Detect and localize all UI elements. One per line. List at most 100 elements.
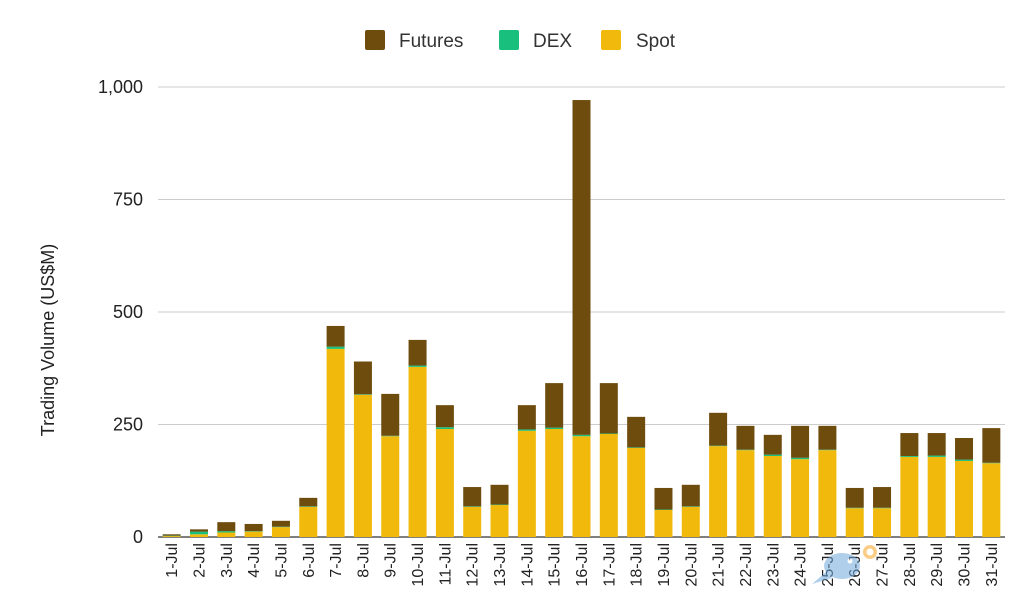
bar-spot-31-jul[interactable] bbox=[982, 463, 1001, 537]
bar-spot-12-jul[interactable] bbox=[463, 506, 482, 537]
legend-swatch-futures bbox=[365, 30, 385, 50]
coin-center-icon bbox=[866, 548, 874, 556]
bar-spot-2-jul[interactable] bbox=[189, 534, 208, 537]
bar-spot-6-jul[interactable] bbox=[299, 506, 318, 537]
bar-spot-17-jul[interactable] bbox=[599, 433, 618, 537]
bar-dex-23-jul[interactable] bbox=[763, 454, 782, 456]
y-axis-tick-labels: 0 250 500 750 1,000 bbox=[98, 77, 143, 547]
legend-swatch-spot bbox=[601, 30, 621, 50]
bar-spot-25-jul[interactable] bbox=[818, 450, 837, 537]
y-tick-label: 0 bbox=[133, 527, 143, 547]
bar-futures-9-jul[interactable] bbox=[381, 393, 400, 436]
bar-futures-3-jul[interactable] bbox=[217, 522, 236, 532]
bar-futures-16-jul[interactable] bbox=[572, 100, 591, 435]
bar-futures-15-jul[interactable] bbox=[545, 383, 564, 428]
bar-spot-19-jul[interactable] bbox=[654, 510, 673, 537]
legend-item-futures[interactable]: Futures bbox=[365, 30, 463, 52]
x-tick-label: 17-Jul bbox=[601, 543, 618, 587]
bar-spot-10-jul[interactable] bbox=[408, 366, 427, 537]
bar-futures-12-jul[interactable] bbox=[463, 487, 482, 507]
bar-dex-10-jul[interactable] bbox=[408, 365, 427, 367]
bar-spot-7-jul[interactable] bbox=[326, 348, 345, 537]
bar-dex-28-jul[interactable] bbox=[900, 456, 919, 457]
bar-futures-31-jul[interactable] bbox=[982, 428, 1001, 463]
bar-futures-7-jul[interactable] bbox=[326, 325, 345, 347]
bar-dex-11-jul[interactable] bbox=[435, 427, 454, 429]
x-tick-label: 31-Jul bbox=[984, 543, 1001, 587]
bird-eye-icon bbox=[847, 558, 853, 564]
bar-spot-30-jul[interactable] bbox=[955, 460, 974, 537]
bar-spot-18-jul[interactable] bbox=[627, 447, 646, 537]
bar-dex-14-jul[interactable] bbox=[517, 429, 536, 431]
bar-futures-29-jul[interactable] bbox=[927, 433, 946, 456]
bar-spot-11-jul[interactable] bbox=[435, 429, 454, 537]
bar-futures-2-jul[interactable] bbox=[189, 529, 208, 532]
bird-tail-icon bbox=[812, 572, 832, 584]
bar-dex-29-jul[interactable] bbox=[927, 455, 946, 457]
bar-spot-23-jul[interactable] bbox=[763, 456, 782, 537]
bar-spot-5-jul[interactable] bbox=[271, 527, 290, 537]
bar-futures-21-jul[interactable] bbox=[709, 412, 728, 446]
bar-spot-20-jul[interactable] bbox=[681, 506, 700, 537]
bar-futures-24-jul[interactable] bbox=[791, 425, 810, 458]
bar-futures-23-jul[interactable] bbox=[763, 434, 782, 455]
bar-futures-4-jul[interactable] bbox=[244, 523, 263, 532]
x-tick-label: 23-Jul bbox=[765, 543, 782, 587]
y-tick-label: 500 bbox=[113, 302, 143, 322]
bar-dex-3-jul[interactable] bbox=[217, 531, 236, 533]
bar-spot-22-jul[interactable] bbox=[736, 450, 755, 537]
bar-spot-28-jul[interactable] bbox=[900, 456, 919, 537]
bar-spot-16-jul[interactable] bbox=[572, 436, 591, 537]
bar-spot-27-jul[interactable] bbox=[873, 508, 892, 537]
bar-spot-26-jul[interactable] bbox=[845, 508, 864, 537]
bar-spot-13-jul[interactable] bbox=[490, 505, 509, 537]
bar-dex-24-jul[interactable] bbox=[791, 457, 810, 460]
bar-dex-16-jul[interactable] bbox=[572, 434, 591, 437]
x-tick-label: 18-Jul bbox=[629, 543, 646, 587]
bar-futures-10-jul[interactable] bbox=[408, 339, 427, 366]
bar-dex-7-jul[interactable] bbox=[326, 346, 345, 349]
bar-spot-9-jul[interactable] bbox=[381, 436, 400, 537]
x-tick-label: 7-Jul bbox=[328, 543, 345, 578]
bar-futures-13-jul[interactable] bbox=[490, 484, 509, 505]
bar-futures-27-jul[interactable] bbox=[873, 487, 892, 508]
bar-futures-18-jul[interactable] bbox=[627, 416, 646, 448]
bar-futures-14-jul[interactable] bbox=[517, 405, 536, 430]
bar-spot-8-jul[interactable] bbox=[353, 394, 372, 537]
bar-futures-8-jul[interactable] bbox=[353, 361, 372, 395]
bar-dex-15-jul[interactable] bbox=[545, 427, 564, 429]
bar-futures-17-jul[interactable] bbox=[599, 383, 618, 434]
bar-futures-6-jul[interactable] bbox=[299, 497, 318, 507]
bar-futures-26-jul[interactable] bbox=[845, 487, 864, 508]
legend-item-spot[interactable]: Spot bbox=[601, 30, 676, 52]
bar-futures-5-jul[interactable] bbox=[271, 520, 290, 527]
bar-futures-28-jul[interactable] bbox=[900, 433, 919, 456]
x-tick-label: 22-Jul bbox=[738, 543, 755, 587]
bar-spot-1-jul[interactable] bbox=[162, 536, 181, 537]
legend-item-dex[interactable]: DEX bbox=[499, 30, 572, 52]
bar-futures-22-jul[interactable] bbox=[736, 425, 755, 450]
x-tick-label: 11-Jul bbox=[437, 543, 454, 585]
watermark-logo bbox=[812, 545, 877, 584]
bar-futures-1-jul[interactable] bbox=[162, 534, 181, 536]
bar-futures-20-jul[interactable] bbox=[681, 484, 700, 507]
bar-dex-2-jul[interactable] bbox=[189, 531, 208, 535]
bar-spot-29-jul[interactable] bbox=[927, 456, 946, 537]
bars bbox=[162, 100, 1001, 538]
bar-spot-15-jul[interactable] bbox=[545, 429, 564, 537]
bar-futures-11-jul[interactable] bbox=[435, 405, 454, 428]
bar-spot-21-jul[interactable] bbox=[709, 446, 728, 537]
x-tick-label: 5-Jul bbox=[273, 543, 290, 578]
bar-spot-24-jul[interactable] bbox=[791, 459, 810, 537]
bar-spot-14-jul[interactable] bbox=[517, 430, 536, 537]
bar-spot-4-jul[interactable] bbox=[244, 531, 263, 537]
bar-futures-19-jul[interactable] bbox=[654, 487, 673, 510]
x-tick-label: 28-Jul bbox=[902, 543, 919, 587]
bar-futures-25-jul[interactable] bbox=[818, 425, 837, 450]
bar-spot-3-jul[interactable] bbox=[217, 532, 236, 538]
x-tick-label: 9-Jul bbox=[383, 543, 400, 578]
bar-dex-30-jul[interactable] bbox=[955, 459, 974, 461]
x-tick-label: 3-Jul bbox=[219, 543, 236, 578]
bar-futures-30-jul[interactable] bbox=[955, 438, 974, 460]
